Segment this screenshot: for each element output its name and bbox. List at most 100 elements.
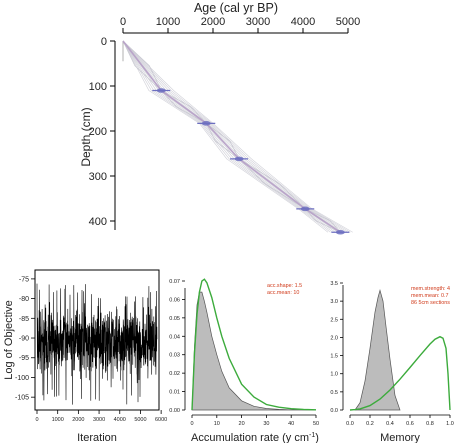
y-tick-label: 0.03 (169, 353, 180, 359)
prior-density (191, 278, 317, 411)
posterior-density (354, 288, 401, 411)
envelope-line (122, 40, 351, 233)
y-ticks: -75 -80 -85 -90 -95 -100 -105 (15, 276, 35, 402)
density-curves (349, 288, 451, 411)
y-tick-label: 0.5 (330, 390, 338, 396)
y-tick-label: 1.0 (330, 372, 338, 378)
envelope-line (238, 158, 306, 210)
y-tick-label: 200 (89, 126, 107, 138)
envelope-line (122, 40, 353, 233)
x-ticks: 0 1000 2000 3000 4000 5000 (120, 16, 360, 33)
envelope-line (122, 40, 346, 233)
x-tick-label: 4000 (291, 16, 315, 28)
x-ticks: 0 1000 2000 3000 4000 5000 6000 (35, 410, 167, 423)
x-tick-label: 0.8 (426, 421, 434, 427)
y-axis-title: Log of Objective (3, 300, 15, 380)
date-marker (300, 206, 310, 212)
y-tick-label: 0.06 (169, 297, 180, 303)
y-tick-label: 0.0 (330, 408, 338, 414)
envelope-line (122, 40, 162, 91)
annotation-line: mem.mean: 0.7 (411, 293, 448, 299)
x-axis-title: Accumulation rate (y cm-1) (191, 432, 319, 443)
prior-density (349, 335, 451, 411)
envelope-line (122, 40, 348, 233)
envelope-line (122, 40, 334, 233)
x-tick-label: 0 (120, 16, 126, 28)
y-tick-label: 100 (89, 81, 107, 93)
x-tick-label: 50 (313, 421, 319, 427)
x-axis-title: Memory (380, 432, 420, 443)
x-axis-title: Age (cal yr BP) (194, 1, 278, 15)
envelope-line (122, 40, 341, 233)
x-tick-label: 4000 (114, 417, 126, 423)
memory-panel: 0.0 0.2 0.4 0.6 0.8 1.0 0.0 0.5 1.0 1.5 2.0 2.5 3.0… (330, 281, 453, 443)
y-tick-label: 0.02 (169, 371, 180, 377)
y-tick-label: 0.05 (169, 316, 180, 322)
y-tick-label: -80 (19, 296, 29, 303)
y-axis-title: Depth (cm) (79, 107, 93, 166)
envelope-line (122, 40, 344, 233)
y-tick-label: 3.0 (330, 299, 338, 305)
annotation-line: acc.mean: 10 (267, 290, 299, 296)
y-tick-label: 2.0 (330, 335, 338, 341)
envelope-line (305, 208, 341, 233)
dated-levels (152, 88, 350, 235)
x-axis-title-sup: -1 (309, 432, 315, 439)
x-tick-label: 20 (239, 421, 245, 427)
x-ticks: 0.0 0.2 0.4 0.6 0.8 1.0 (346, 415, 454, 427)
y-tick-label: -75 (19, 276, 29, 283)
x-tick-label: 5000 (336, 16, 360, 28)
envelope-line (122, 40, 329, 233)
x-tick-label: 3000 (93, 417, 105, 423)
annotation-line: 86 5cm sections (411, 300, 450, 306)
y-ticks: 0.00 0.01 0.02 0.03 0.04 0.05 0.06 0.07 (169, 279, 185, 414)
y-tick-label: 300 (89, 171, 107, 183)
plot-frame (34, 269, 160, 411)
x-tick-label: 0.0 (346, 421, 354, 427)
y-tick-label: -105 (15, 395, 29, 402)
date-marker (201, 121, 211, 126)
x-tick-label: 0.6 (406, 421, 414, 427)
mean-age-depth-line (122, 40, 341, 233)
x-tick-label: 30 (263, 421, 269, 427)
x-axis-title: Iteration (77, 432, 117, 443)
x-tick-label: 2000 (72, 417, 84, 423)
x-tick-label: 1000 (52, 417, 64, 423)
x-tick-label: 2000 (201, 16, 225, 28)
x-axis-title-main: Accumulation rate (y cm (191, 432, 309, 443)
y-tick-label: 400 (89, 216, 107, 228)
dated-level (331, 229, 350, 235)
x-tick-label: 5000 (134, 417, 146, 423)
x-tick-label: 0 (190, 421, 193, 427)
y-tick-label: -95 (19, 355, 29, 362)
y-tick-label: 0.04 (169, 334, 180, 340)
accumulation-rate-panel: 0 10 20 30 40 50 0.00 0.01 0.02 0.03 0.04 0.05 0.06… (169, 278, 319, 443)
envelope-line (161, 90, 207, 124)
y-tick-label: -90 (19, 336, 29, 343)
x-axis-title-close: ) (315, 432, 319, 443)
x-tick-label: 10 (214, 421, 220, 427)
iteration-trace (36, 283, 158, 405)
y-ticks: 0.0 0.5 1.0 1.5 2.0 2.5 3.0 3.5 (330, 281, 343, 414)
iteration-panel: 0 1000 2000 3000 4000 5000 6000 -75 -80 -85 -90 -9… (3, 269, 167, 443)
x-tick-label: 1000 (156, 16, 180, 28)
envelope-line (304, 208, 341, 233)
y-tick-label: 0.00 (169, 408, 180, 414)
y-tick-label: 1.5 (330, 354, 338, 360)
x-tick-label: 0.2 (366, 421, 374, 427)
envelope-line (122, 40, 336, 233)
x-tick-label: 1.0 (446, 421, 454, 427)
posterior-density (191, 291, 316, 411)
envelope-line (122, 40, 331, 233)
y-tick-label: -85 (19, 316, 29, 323)
x-tick-label: 0 (35, 417, 38, 423)
envelope-line (238, 158, 306, 210)
y-ticks: 0 100 200 300 400 (89, 36, 115, 228)
y-tick-label: 3.5 (330, 281, 338, 287)
x-tick-label: 0.4 (386, 421, 394, 427)
annotation-line: acc.shape: 1.5 (267, 283, 302, 289)
envelope-line (205, 123, 240, 160)
y-tick-label: 0.01 (169, 390, 180, 396)
date-marker (234, 156, 244, 162)
